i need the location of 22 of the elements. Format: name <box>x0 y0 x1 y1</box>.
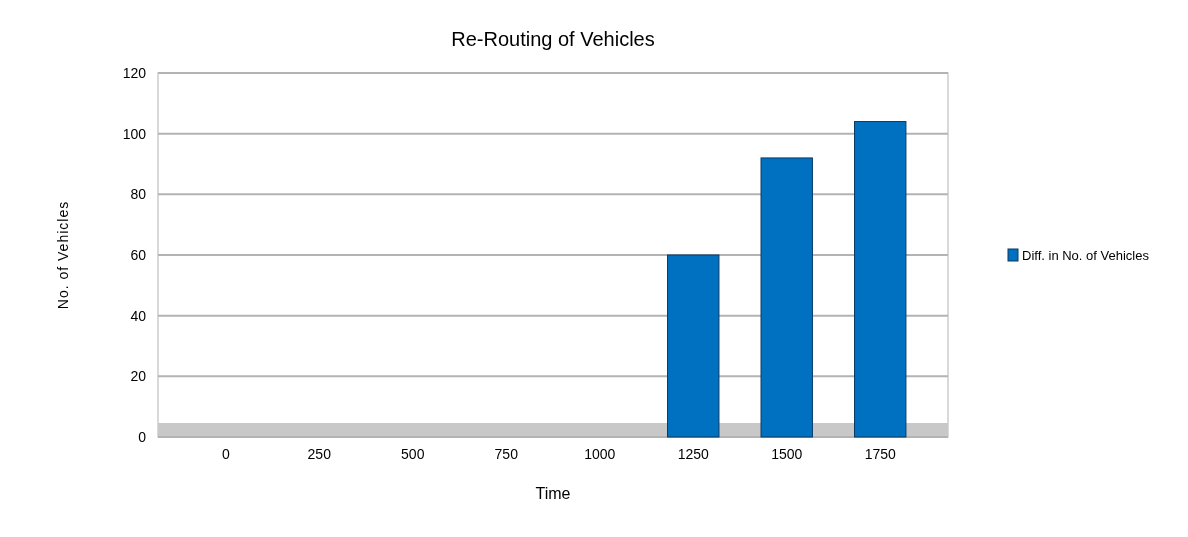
y-tick-label: 60 <box>130 246 147 263</box>
y-tick-label: 120 <box>122 64 147 81</box>
x-tick-label: 1000 <box>584 446 616 462</box>
y-tick-label: 100 <box>122 125 147 142</box>
x-tick-label: 1750 <box>864 446 896 462</box>
bar <box>854 121 907 438</box>
y-tick-label: 0 <box>138 428 147 445</box>
legend-label: Diff. in No. of Vehicles <box>1022 247 1150 263</box>
x-tick-label: 0 <box>221 446 230 462</box>
x-tick-label: 1250 <box>677 446 710 462</box>
x-tick-label: 750 <box>494 446 519 462</box>
y-tick-label: 20 <box>130 368 147 385</box>
y-axis-title: No. of Vehicles <box>55 200 71 310</box>
x-tick-label: 1500 <box>771 446 803 462</box>
y-tick-label: 40 <box>130 307 147 324</box>
y-tick-label: 80 <box>130 186 147 203</box>
x-tick-label: 250 <box>307 446 332 462</box>
bar <box>667 254 720 438</box>
x-tick-label: 500 <box>401 446 425 462</box>
x-axis-title: Time <box>535 485 571 502</box>
chart-title: Re-Routing of Vehicles <box>451 28 655 50</box>
bar <box>760 157 813 438</box>
